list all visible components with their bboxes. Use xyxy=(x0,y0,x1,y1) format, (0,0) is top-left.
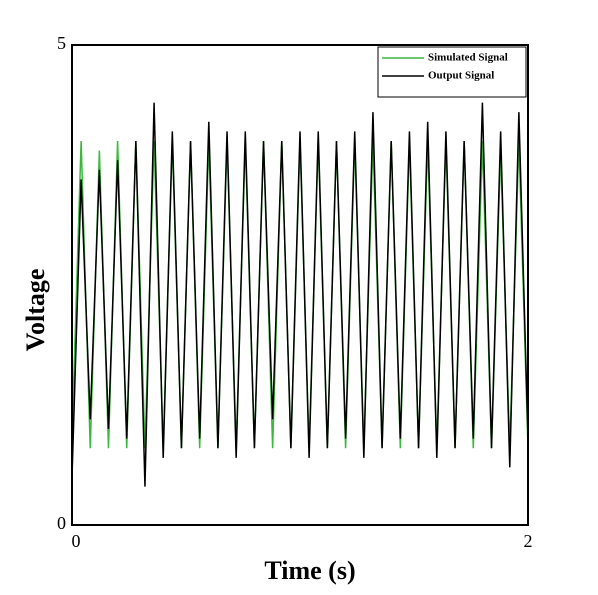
legend-box xyxy=(377,46,527,98)
x-tick-label: 2 xyxy=(524,531,533,551)
plot-frame xyxy=(71,44,529,526)
y-axis-label: Voltage xyxy=(21,269,50,352)
y-tick-label: 0 xyxy=(57,513,66,533)
legend-label: Simulated Signal xyxy=(428,52,508,64)
legend-label: Output Signal xyxy=(428,70,494,82)
y-tick-label: 5 xyxy=(57,33,66,53)
x-tick-label: 0 xyxy=(72,531,81,551)
x-axis-label: Time (s) xyxy=(264,556,355,585)
series-line xyxy=(71,102,529,487)
